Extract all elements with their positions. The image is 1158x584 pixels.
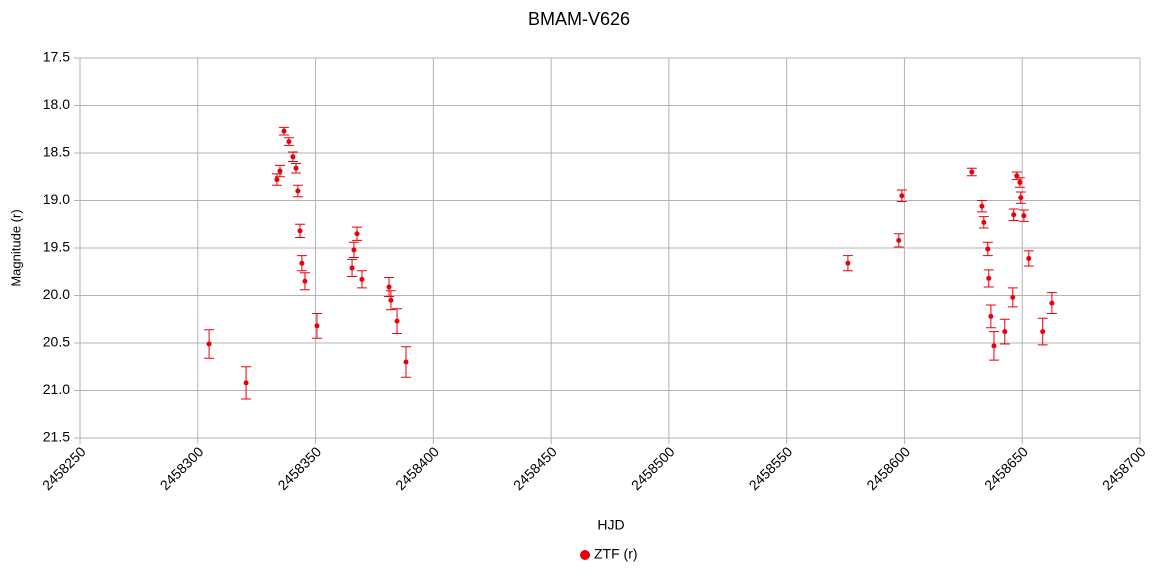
point [299, 260, 305, 266]
point [243, 380, 249, 386]
x-tick-label: 2458650 [981, 443, 1031, 493]
x-tick-label: 2458700 [1099, 443, 1149, 493]
legend-label: ZTF (r) [594, 546, 638, 562]
point [986, 275, 992, 281]
point [293, 165, 299, 171]
point [388, 297, 394, 303]
point [274, 177, 280, 183]
point [290, 154, 296, 160]
point [1010, 294, 1016, 300]
y-tick-label: 18.5 [43, 144, 70, 160]
x-axis-label: HJD [597, 517, 624, 533]
point [281, 128, 287, 134]
point [403, 359, 409, 365]
y-tick-label: 21.5 [43, 429, 70, 445]
point [295, 188, 301, 194]
point [845, 260, 851, 266]
point [359, 276, 365, 282]
point [1021, 213, 1027, 219]
point [1011, 212, 1017, 218]
point [351, 247, 357, 253]
chart-title: BMAM-V626 [528, 9, 630, 29]
point [354, 231, 360, 237]
point [277, 168, 283, 174]
y-tick-label: 19.5 [43, 239, 70, 255]
point [302, 278, 308, 284]
point [896, 237, 902, 243]
y-tick-label: 18.0 [43, 96, 70, 112]
point [1026, 255, 1032, 261]
y-axis-label: Magnitude (r) [8, 209, 23, 286]
point [981, 219, 987, 225]
point [314, 323, 320, 329]
point [386, 284, 392, 290]
point [1017, 179, 1023, 185]
point [1018, 195, 1024, 201]
y-tick-label: 17.5 [43, 49, 70, 65]
y-tick-label: 19.0 [43, 191, 70, 207]
legend-marker [580, 550, 590, 560]
point [297, 228, 303, 234]
y-tick-label: 20.0 [43, 286, 70, 302]
point [979, 203, 985, 209]
point [394, 318, 400, 324]
point [1002, 329, 1008, 335]
point [899, 193, 905, 199]
y-tick-label: 20.5 [43, 334, 70, 350]
point [985, 246, 991, 252]
x-tick-label: 2458450 [510, 443, 560, 493]
point [1040, 329, 1046, 335]
point [1049, 300, 1055, 306]
point [969, 169, 975, 175]
point [349, 265, 355, 271]
x-tick-label: 2458600 [863, 443, 913, 493]
x-tick-label: 2458350 [274, 443, 324, 493]
point [1014, 173, 1020, 179]
x-tick-label: 2458400 [392, 443, 442, 493]
x-tick-label: 2458500 [628, 443, 678, 493]
y-tick-label: 21.0 [43, 381, 70, 397]
x-tick-label: 2458300 [157, 443, 207, 493]
point [206, 341, 212, 347]
x-tick-label: 2458550 [746, 443, 796, 493]
point [286, 139, 292, 145]
x-tick-label: 2458250 [39, 443, 89, 493]
point [988, 313, 994, 319]
point [991, 343, 997, 349]
